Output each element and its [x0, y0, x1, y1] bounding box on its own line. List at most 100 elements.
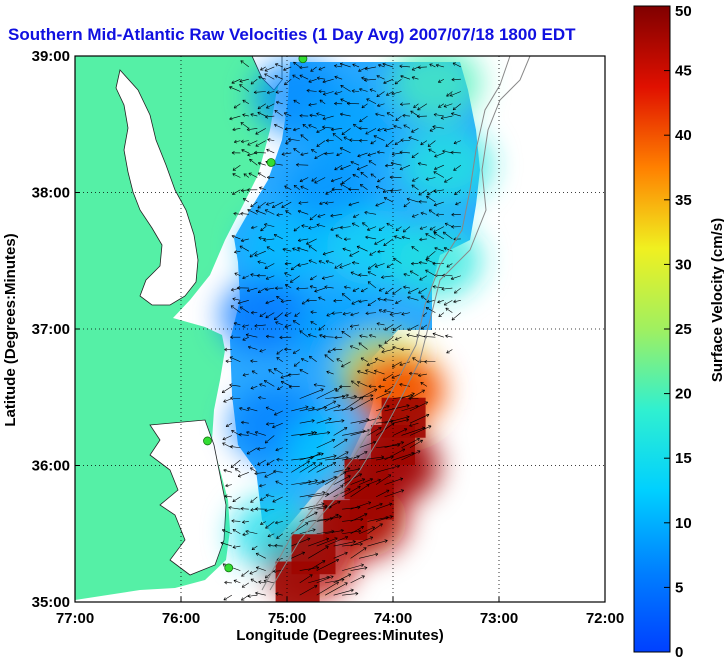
velocity-vector-head — [359, 118, 361, 122]
velocity-vector-head — [297, 210, 301, 214]
velocity-vector-head — [426, 255, 428, 259]
velocity-vector-head — [452, 62, 455, 66]
velocity-vector — [411, 128, 419, 133]
velocity-vector-head — [345, 455, 349, 458]
velocity-vector — [254, 250, 266, 257]
velocity-vector — [308, 259, 317, 264]
velocity-vector — [287, 373, 300, 376]
velocity-vector-head — [254, 150, 258, 153]
velocity-vector-head — [341, 579, 345, 582]
velocity-vector-head — [334, 103, 338, 106]
velocity-vector — [357, 164, 368, 170]
velocity-vector — [316, 418, 332, 424]
velocity-vector — [281, 152, 292, 155]
velocity-vector — [314, 152, 326, 159]
velocity-vector-head — [381, 351, 385, 354]
velocity-vector-head — [335, 388, 338, 392]
velocity-vector-head — [237, 303, 241, 305]
velocity-vector-head — [299, 330, 302, 334]
velocity-vector-head — [230, 305, 233, 309]
velocity-vector-head — [453, 299, 456, 303]
velocity-vector — [384, 128, 394, 131]
velocity-vector-head — [230, 444, 234, 447]
velocity-vector-head — [322, 118, 326, 121]
velocity-vector-head — [293, 100, 296, 103]
velocity-vector — [443, 103, 453, 108]
velocity-vector-head — [358, 342, 361, 346]
velocity-vector — [340, 164, 351, 170]
velocity-vector-head — [416, 114, 420, 117]
velocity-vector — [246, 128, 258, 131]
velocity-vector-head — [334, 167, 337, 170]
velocity-vector — [392, 419, 409, 424]
velocity-vector-head — [340, 85, 343, 89]
colorbar-tick-label: 15 — [675, 450, 692, 467]
velocity-vector — [316, 581, 339, 596]
velocity-vector-head — [438, 104, 440, 108]
velocity-vector-head — [322, 125, 326, 128]
velocity-vector — [410, 110, 419, 117]
velocity-vector — [299, 492, 326, 498]
velocity-vector-head — [324, 354, 327, 358]
velocity-vector — [442, 231, 453, 240]
velocity-vector-head — [264, 223, 268, 225]
velocity-vector-head — [329, 418, 332, 421]
velocity-vector — [350, 567, 368, 571]
velocity-vector-head — [284, 326, 288, 329]
velocity-vector-head — [319, 203, 323, 205]
velocity-vector-head — [450, 152, 454, 155]
velocity-vector-head — [337, 404, 341, 406]
velocity-vector-head — [315, 585, 318, 589]
velocity-vector — [365, 312, 377, 314]
velocity-vector-head — [333, 455, 337, 458]
velocity-vector-head — [234, 141, 238, 144]
velocity-vector-head — [264, 575, 267, 579]
velocity-vector — [299, 420, 315, 424]
velocity-vector-head — [358, 274, 362, 277]
velocity-vector — [433, 171, 445, 178]
velocity-vector — [358, 478, 373, 485]
velocity-vector-head — [378, 416, 382, 418]
velocity-vector-head — [384, 130, 388, 132]
velocity-vector-head — [365, 370, 368, 373]
velocity-vector — [276, 459, 283, 461]
velocity-vector-head — [340, 225, 343, 229]
velocity-vector — [339, 147, 351, 154]
velocity-vector-head — [417, 107, 420, 111]
velocity-vector-head — [332, 347, 336, 350]
velocity-vector-head — [266, 204, 270, 206]
velocity-vector — [257, 459, 266, 466]
velocity-vector-head — [242, 198, 245, 202]
velocity-vector — [350, 513, 368, 522]
velocity-vector-head — [350, 588, 354, 591]
velocity-vector-head — [375, 113, 378, 117]
velocity-vector-head — [331, 188, 335, 192]
velocity-vector-head — [365, 451, 368, 455]
velocity-vector — [370, 140, 377, 145]
velocity-vector — [260, 66, 266, 71]
velocity-vector — [375, 456, 394, 461]
velocity-vector-head — [257, 447, 260, 450]
velocity-vector-head — [285, 140, 288, 144]
velocity-vector — [443, 300, 453, 306]
velocity-vector-head — [250, 360, 253, 363]
velocity-vector-head — [266, 92, 270, 95]
velocity-vector — [392, 428, 408, 436]
velocity-vector-head — [239, 79, 243, 82]
velocity-vector — [350, 484, 370, 498]
velocity-vector — [360, 184, 368, 191]
velocity-vector — [374, 238, 385, 245]
velocity-vector-head — [232, 173, 235, 177]
velocity-vector-head — [341, 364, 344, 367]
velocity-vector-head — [383, 299, 387, 302]
velocity-vector-head — [411, 67, 414, 71]
velocity-vector — [258, 237, 266, 240]
velocity-vector-head — [322, 336, 326, 339]
velocity-vector — [368, 160, 377, 166]
velocity-vector — [245, 334, 258, 338]
velocity-vector-head — [241, 573, 243, 577]
velocity-vector-head — [350, 345, 354, 347]
velocity-vector — [359, 456, 384, 461]
velocity-vector-head — [319, 201, 322, 205]
velocity-vector-head — [338, 405, 341, 408]
